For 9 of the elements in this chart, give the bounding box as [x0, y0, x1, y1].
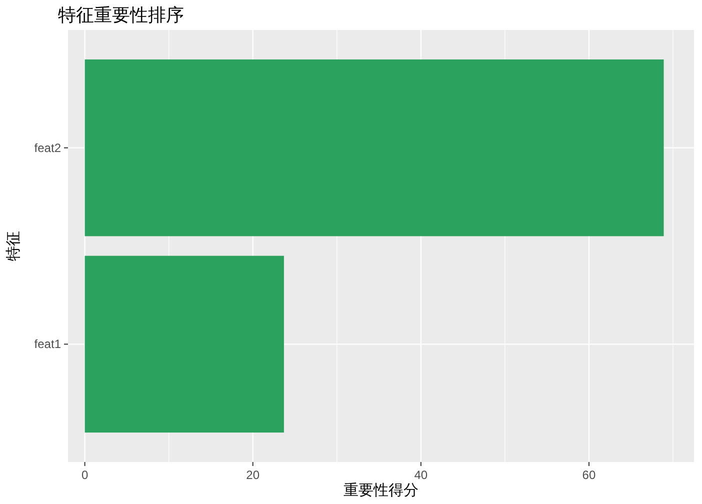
x-tick-label: 0 — [81, 468, 88, 482]
x-tick-label: 20 — [246, 468, 260, 482]
chart-title: 特征重要性排序 — [58, 5, 184, 25]
x-axis-title: 重要性得分 — [344, 482, 418, 499]
y-tick-label: feat2 — [34, 140, 62, 155]
x-tick-label: 40 — [414, 468, 428, 482]
y-tick-label: feat1 — [34, 337, 62, 352]
y-axis-title: 特征 — [5, 231, 22, 261]
x-tick-label: 60 — [582, 468, 596, 482]
